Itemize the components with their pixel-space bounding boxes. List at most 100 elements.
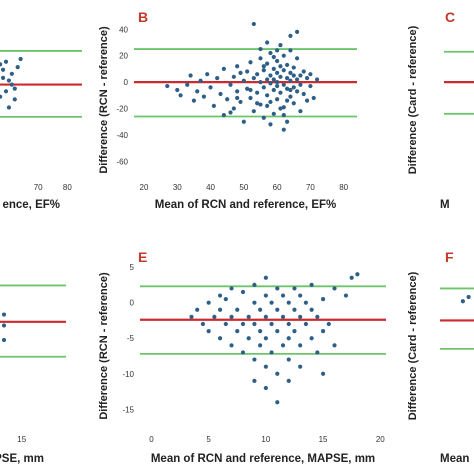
- data-point: [332, 343, 337, 348]
- data-point: [288, 33, 293, 38]
- data-point: [252, 300, 257, 305]
- data-point: [0, 75, 6, 80]
- data-point: [251, 21, 256, 27]
- data-point: [206, 300, 211, 305]
- data-point: [320, 297, 326, 302]
- data-point: [235, 64, 240, 69]
- data-point: [275, 400, 280, 405]
- data-point: [252, 357, 257, 362]
- data-point: [3, 89, 9, 94]
- x-tick-label: 15: [17, 435, 26, 444]
- data-point: [263, 314, 268, 319]
- y-tick-label: 5: [130, 263, 135, 272]
- y-tick-label: -10: [122, 370, 134, 379]
- data-point: [261, 115, 266, 120]
- data-point: [221, 66, 226, 71]
- data-point: [229, 343, 234, 348]
- data-point: [304, 76, 310, 81]
- data-point: [228, 110, 233, 115]
- x-tick-label: 15: [319, 435, 328, 444]
- y-tick-label: -60: [116, 157, 128, 166]
- x-tick-label: 20: [140, 183, 149, 192]
- data-point: [263, 293, 268, 298]
- data-point: [255, 101, 260, 106]
- data-point: [240, 350, 246, 355]
- data-point: [288, 48, 293, 53]
- data-point: [206, 329, 211, 334]
- data-point: [189, 314, 194, 319]
- data-point: [12, 86, 17, 91]
- data-point: [229, 314, 234, 319]
- data-point: [18, 56, 23, 62]
- data-point: [271, 66, 276, 71]
- data-point: [208, 85, 213, 90]
- y-tick-label: -15: [122, 405, 134, 414]
- panel-f: Mean Difference (Card - reference) F: [407, 249, 474, 465]
- data-point: [265, 61, 270, 66]
- panel-d: 15 MAPSE, mm: [0, 284, 66, 465]
- data-point: [245, 86, 250, 91]
- data-point: [320, 329, 326, 334]
- data-point: [301, 69, 306, 74]
- data-point: [275, 371, 280, 376]
- x-axis-title: M: [440, 199, 450, 211]
- x-tick-label: 70: [34, 183, 43, 192]
- data-point: [241, 78, 246, 83]
- data-point: [261, 64, 266, 69]
- data-point: [275, 329, 280, 334]
- data-point: [285, 62, 290, 68]
- data-point: [198, 78, 203, 83]
- data-point: [1, 312, 7, 317]
- data-point: [278, 74, 283, 79]
- data-point: [228, 82, 233, 87]
- data-point: [0, 94, 3, 99]
- y-tick-label: 20: [119, 52, 128, 61]
- data-point: [294, 89, 300, 94]
- data-point: [258, 343, 263, 348]
- x-axis-title: Mean: [440, 453, 469, 465]
- data-point: [248, 60, 253, 65]
- data-point: [291, 73, 296, 78]
- data-point: [235, 89, 240, 94]
- data-point: [285, 76, 290, 81]
- panel-c: M Difference (Card - reference) C: [407, 9, 474, 211]
- data-point: [238, 99, 243, 105]
- data-point: [251, 109, 256, 114]
- data-point: [315, 314, 320, 319]
- data-point: [6, 78, 12, 83]
- data-point: [275, 70, 280, 75]
- x-tick-label: 50: [239, 183, 248, 192]
- data-point: [15, 64, 20, 70]
- data-point: [271, 111, 276, 116]
- y-axis-title: Difference (Card - reference): [407, 271, 419, 420]
- data-point: [355, 272, 360, 277]
- data-point: [309, 336, 314, 341]
- data-point: [288, 87, 293, 93]
- data-point: [281, 105, 286, 110]
- data-point: [258, 329, 263, 334]
- data-point: [263, 336, 268, 341]
- data-point: [294, 56, 300, 61]
- data-point: [231, 106, 236, 111]
- data-point: [280, 343, 286, 348]
- x-tick-label: 0: [149, 435, 154, 444]
- data-point: [268, 73, 273, 78]
- data-point: [268, 81, 273, 86]
- data-point: [0, 67, 6, 72]
- data-point: [258, 46, 263, 52]
- data-point: [263, 275, 268, 280]
- data-point: [246, 336, 251, 341]
- data-point: [320, 371, 326, 376]
- data-point: [314, 77, 320, 82]
- data-point: [271, 54, 276, 60]
- data-point: [286, 357, 291, 362]
- y-tick-label: 0: [124, 78, 129, 87]
- data-point: [286, 300, 291, 305]
- panel-letter: B: [138, 9, 148, 25]
- data-point: [460, 299, 465, 304]
- data-point: [241, 119, 246, 124]
- data-point: [286, 321, 291, 327]
